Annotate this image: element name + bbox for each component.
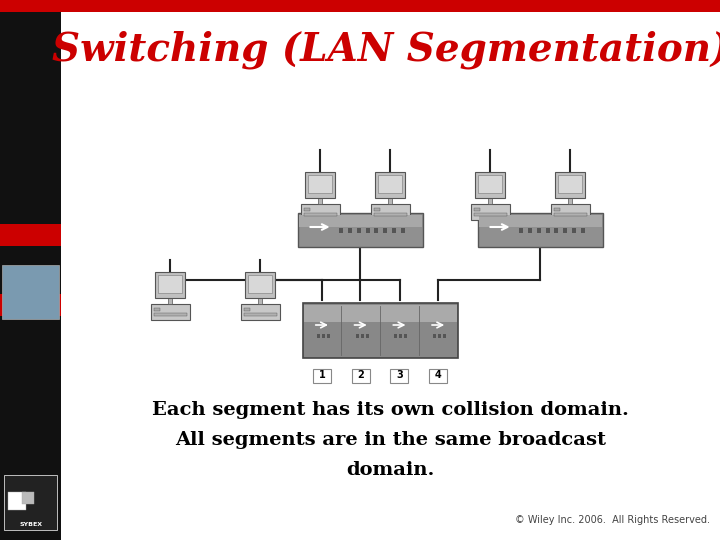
Bar	[248, 275, 271, 293]
Bar	[8, 492, 26, 510]
Bar	[400, 228, 405, 233]
Bar	[555, 172, 585, 198]
Bar	[155, 272, 185, 298]
Bar	[563, 228, 567, 233]
Text: All segments are in the same broadcast: All segments are in the same broadcast	[175, 431, 606, 449]
Bar	[243, 313, 276, 316]
Bar	[371, 204, 410, 220]
Bar	[551, 204, 590, 220]
Bar	[536, 228, 541, 233]
Bar	[168, 298, 172, 303]
Bar	[487, 198, 492, 204]
Bar	[356, 334, 359, 338]
Bar	[475, 172, 505, 198]
Bar	[443, 334, 446, 338]
Bar	[568, 198, 572, 204]
Bar	[470, 204, 510, 220]
Bar	[438, 334, 441, 338]
Text: SYBEX: SYBEX	[19, 522, 42, 526]
Bar	[351, 368, 369, 382]
Bar	[0, 224, 61, 246]
Bar	[302, 302, 457, 357]
Bar	[240, 303, 279, 320]
Bar	[153, 313, 186, 316]
Bar	[433, 334, 436, 338]
Bar	[0, 294, 61, 316]
Text: domain.: domain.	[346, 461, 435, 479]
Bar	[243, 308, 250, 311]
Bar	[366, 334, 369, 338]
Bar	[361, 334, 364, 338]
Bar	[158, 275, 181, 293]
Bar	[375, 172, 405, 198]
Text: 1: 1	[318, 370, 325, 381]
Bar	[395, 334, 397, 338]
Text: 3: 3	[396, 370, 402, 381]
Bar	[348, 228, 352, 233]
Bar	[390, 368, 408, 382]
Bar	[405, 334, 408, 338]
Bar	[528, 228, 532, 233]
Bar	[554, 208, 559, 211]
Bar	[4, 475, 57, 530]
Bar	[297, 213, 423, 247]
Bar	[474, 208, 480, 211]
Bar	[304, 305, 456, 322]
Bar	[150, 303, 189, 320]
Text: Switching (LAN Segmentation): Switching (LAN Segmentation)	[52, 31, 720, 69]
Bar	[580, 228, 585, 233]
Bar	[2, 265, 59, 319]
Bar	[322, 334, 325, 338]
Bar	[554, 228, 558, 233]
Bar	[366, 228, 369, 233]
Bar	[299, 215, 421, 227]
Bar	[304, 208, 310, 211]
Bar	[477, 213, 603, 247]
Text: 4: 4	[435, 370, 441, 381]
Bar	[0, 0, 720, 12]
Bar	[305, 172, 335, 198]
Bar	[304, 213, 336, 216]
Bar	[308, 175, 332, 193]
Bar	[22, 492, 34, 504]
Bar	[374, 213, 407, 216]
Bar	[153, 308, 160, 311]
Bar	[378, 175, 402, 193]
Text: Each segment has its own collision domain.: Each segment has its own collision domai…	[152, 401, 629, 419]
Bar	[558, 175, 582, 193]
Bar	[478, 175, 502, 193]
Bar	[374, 228, 378, 233]
Bar	[429, 368, 447, 382]
Bar	[519, 228, 523, 233]
Bar	[400, 334, 402, 338]
Bar	[327, 334, 330, 338]
Bar	[356, 228, 361, 233]
Bar	[388, 198, 392, 204]
Bar	[300, 204, 340, 220]
Bar	[392, 228, 396, 233]
Bar	[554, 213, 587, 216]
Bar	[339, 228, 343, 233]
Bar	[245, 272, 275, 298]
Bar	[474, 213, 506, 216]
Bar	[258, 298, 262, 303]
Bar	[374, 208, 379, 211]
Bar	[318, 198, 323, 204]
Bar	[572, 228, 576, 233]
Bar	[479, 215, 601, 227]
Bar	[317, 334, 320, 338]
Bar	[546, 228, 549, 233]
Text: 2: 2	[357, 370, 364, 381]
Bar	[383, 228, 387, 233]
Bar	[0, 0, 61, 540]
Text: © Wiley Inc. 2006.  All Rights Reserved.: © Wiley Inc. 2006. All Rights Reserved.	[515, 515, 710, 525]
Bar	[313, 368, 331, 382]
